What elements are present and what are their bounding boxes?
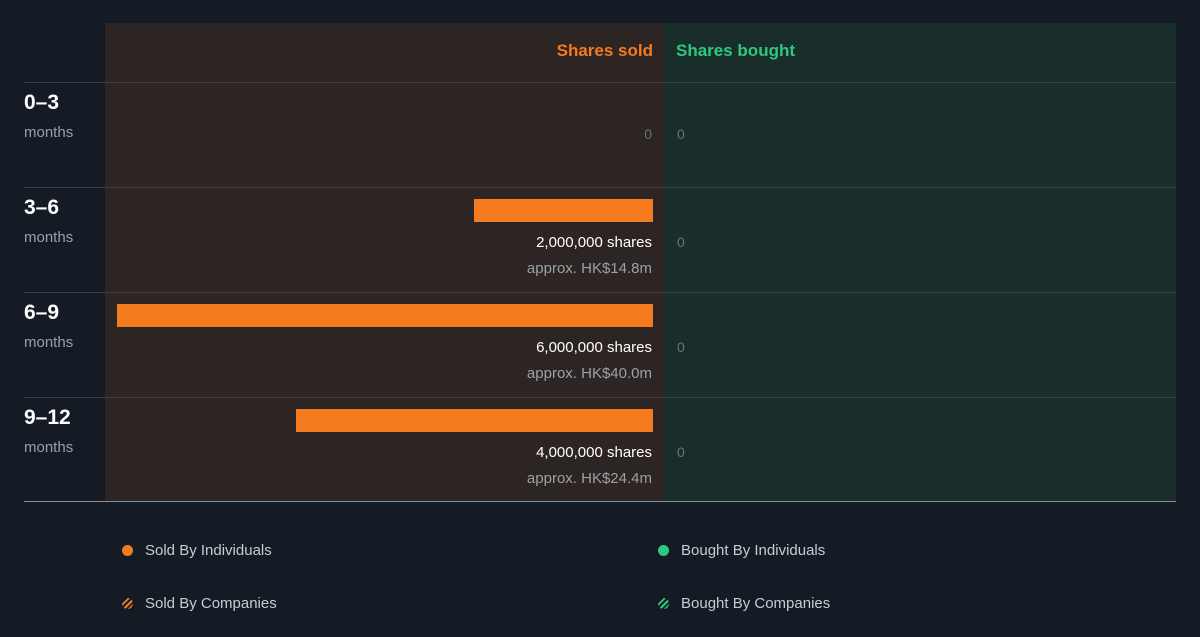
shares-sold-count: 2,000,000 shares: [536, 234, 652, 251]
chart-baseline: [24, 501, 1176, 502]
bought-value: 0: [677, 444, 685, 460]
orange-hatched-dot-icon: [122, 598, 133, 609]
shares-sold-count: 6,000,000 shares: [536, 339, 652, 356]
shares-sold-value: approx. HK$24.4m: [526, 470, 652, 487]
legend-sold-individuals[interactable]: Sold By Individuals: [122, 542, 272, 559]
green-hatched-dot-icon: [658, 598, 669, 609]
shares-sold-value: approx. HK$40.0m: [526, 365, 652, 382]
bought-value: 0: [677, 339, 685, 355]
shares-bought-panel: [664, 23, 1176, 502]
bought-value: 0: [677, 234, 685, 250]
row-divider: [24, 187, 1176, 188]
sold-bar[interactable]: [117, 304, 653, 327]
legend-label: Sold By Individuals: [145, 542, 272, 559]
row-divider: [24, 82, 1176, 83]
bought-value: 0: [677, 126, 685, 142]
period-label: 3–6: [24, 196, 60, 219]
legend-label: Sold By Companies: [145, 595, 277, 612]
shares-sold-count: 4,000,000 shares: [536, 444, 652, 461]
row-divider: [24, 292, 1176, 293]
period-label: 0–3: [24, 91, 60, 114]
legend-sold-companies[interactable]: Sold By Companies: [122, 595, 277, 612]
period-unit: months: [24, 229, 74, 246]
period-unit: months: [24, 124, 74, 141]
legend-label: Bought By Companies: [681, 595, 831, 612]
sold-bar[interactable]: [296, 409, 653, 432]
period-label: 9–12: [24, 406, 71, 429]
legend-bought-companies[interactable]: Bought By Companies: [658, 595, 830, 612]
legend-label: Bought By Individuals: [681, 542, 826, 559]
period-unit: months: [24, 334, 74, 351]
period-label: 6–9: [24, 301, 60, 324]
sold-zero-value: 0: [644, 126, 652, 142]
period-row: 6–9 months 6,000,000 shares approx. HK$4…: [0, 293, 1200, 398]
orange-dot-icon: [122, 545, 133, 556]
sold-bar[interactable]: [474, 199, 653, 222]
shares-sold-value: approx. HK$14.8m: [526, 260, 652, 277]
row-divider: [24, 397, 1176, 398]
period-unit: months: [24, 439, 74, 456]
shares-sold-header: Shares sold: [556, 41, 653, 60]
green-dot-icon: [658, 545, 669, 556]
period-row: 9–12 months 4,000,000 shares approx. HK$…: [0, 398, 1200, 503]
period-row: 0–3 months 0 0: [0, 83, 1200, 188]
shares-bought-header: Shares bought: [676, 41, 796, 60]
period-row: 3–6 months 2,000,000 shares approx. HK$1…: [0, 188, 1200, 293]
legend-bought-individuals[interactable]: Bought By Individuals: [658, 542, 825, 559]
